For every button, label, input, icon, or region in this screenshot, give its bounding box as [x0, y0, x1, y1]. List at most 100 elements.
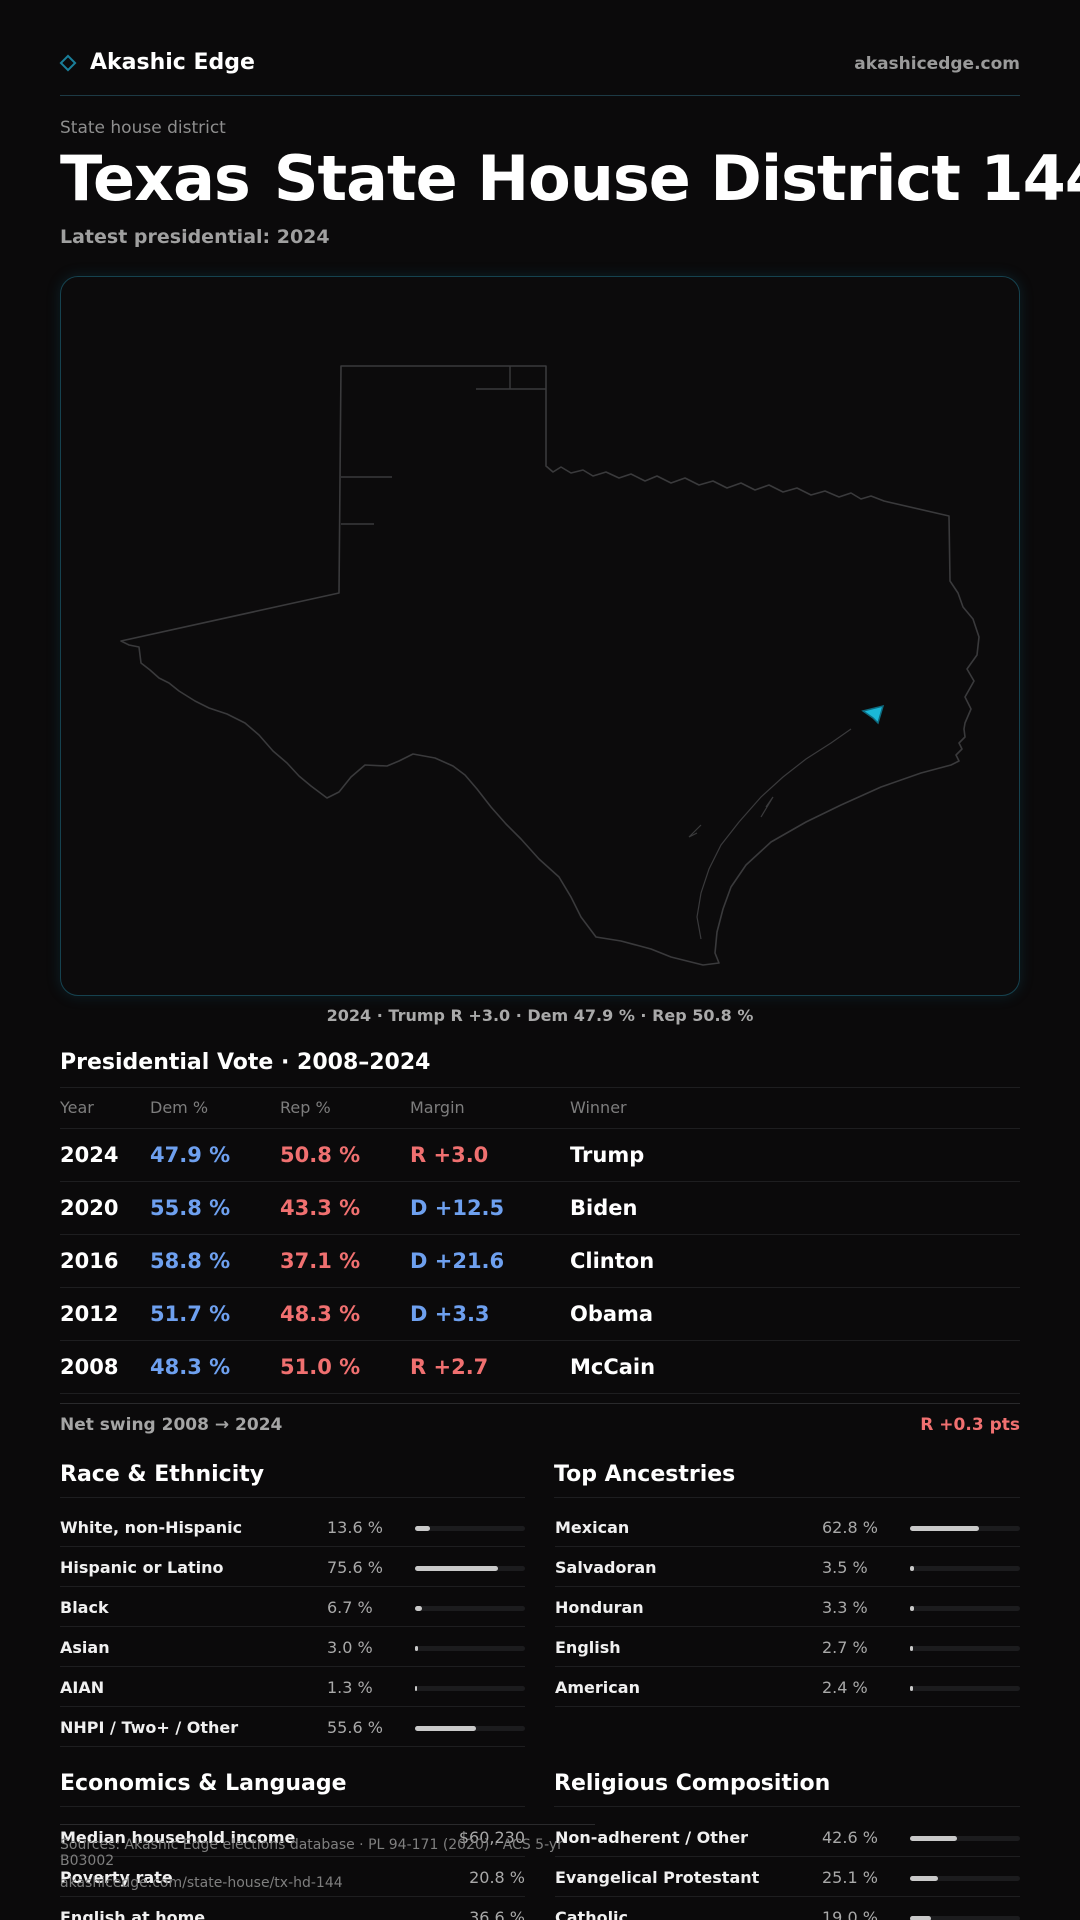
table-row: 2020 55.8 % 43.3 % D +12.5 Biden	[60, 1182, 1020, 1235]
ancestry-bar	[910, 1526, 1020, 1531]
row-year: 2024	[60, 1143, 119, 1167]
net-swing-label: Net swing 2008 → 2024	[60, 1415, 283, 1435]
row-rep: 51.0 %	[280, 1355, 361, 1379]
map-caption: 2024 · Trump R +3.0 · Dem 47.9 % · Rep 5…	[326, 1006, 754, 1025]
ancestry-pct: 3.3 %	[822, 1598, 868, 1617]
ancestry-label: Mexican	[555, 1518, 630, 1537]
net-swing: Net swing 2008 → 2024 R +0.3 pts	[60, 1415, 1020, 1435]
race-bar	[415, 1726, 525, 1731]
list-item: Mexican 62.8 %	[555, 1507, 1020, 1547]
net-swing-value: R +0.3 pts	[920, 1415, 1020, 1435]
list-item: English at home 36.6 %	[60, 1897, 525, 1920]
row-winner: Biden	[570, 1196, 638, 1220]
row-margin: R +2.7	[410, 1355, 489, 1379]
row-year: 2016	[60, 1249, 119, 1273]
race-label: White, non-Hispanic	[60, 1518, 243, 1537]
race-label: NHPI / Two+ / Other	[60, 1718, 239, 1737]
economics-heading: Economics & Language	[60, 1771, 347, 1796]
list-item: Black 6.7 %	[60, 1587, 525, 1627]
presidential-table-header: Year Dem % Rep % Margin Winner	[60, 1096, 1020, 1128]
presidential-vote-heading: Presidential Vote · 2008–2024	[60, 1050, 431, 1075]
list-item: Salvadoran 3.5 %	[555, 1547, 1020, 1587]
latest-presidential-label: Latest presidential: 2024	[60, 226, 330, 248]
page-title: Texas State House District 144	[60, 142, 1080, 215]
race-bar-fill	[415, 1726, 477, 1731]
brand[interactable]: Akashic Edge	[59, 50, 255, 75]
row-dem: 55.8 %	[150, 1196, 231, 1220]
ancestry-bar	[910, 1606, 1020, 1611]
race-pct: 1.3 %	[327, 1678, 373, 1697]
ancestry-bar-fill	[910, 1566, 914, 1571]
religion-pct: 25.1 %	[822, 1868, 878, 1887]
religion-bar-fill	[910, 1916, 931, 1920]
table-row: 2012 51.7 % 48.3 % D +3.3 Obama	[60, 1288, 1020, 1341]
row-margin: D +3.3	[410, 1302, 490, 1326]
list-item: Poverty rate 20.8 %	[60, 1857, 525, 1897]
row-rep: 37.1 %	[280, 1249, 361, 1273]
ancestry-heading: Top Ancestries	[554, 1462, 736, 1487]
religion-bar-fill	[910, 1836, 957, 1841]
row-dem: 58.8 %	[150, 1249, 231, 1273]
divider	[60, 1087, 1020, 1088]
district-line-2	[341, 476, 392, 525]
divider	[554, 1806, 1020, 1807]
list-item: Evangelical Protestant 25.1 %	[555, 1857, 1020, 1897]
list-item: Catholic 19.0 %	[555, 1897, 1020, 1920]
row-dem: 48.3 %	[150, 1355, 231, 1379]
religion-pct: 42.6 %	[822, 1828, 878, 1847]
race-bar-fill	[415, 1526, 430, 1531]
race-bar	[415, 1606, 525, 1611]
table-row: 2016 58.8 % 37.1 % D +21.6 Clinton	[60, 1235, 1020, 1288]
district-line-1	[476, 366, 546, 390]
row-margin: D +21.6	[410, 1249, 505, 1273]
row-rep: 43.3 %	[280, 1196, 361, 1220]
ancestry-label: English	[555, 1638, 621, 1657]
ancestry-bar	[910, 1646, 1020, 1651]
race-label: Hispanic or Latino	[60, 1558, 224, 1577]
district-144-highlight[interactable]	[861, 704, 885, 725]
ancestry-pct: 3.5 %	[822, 1558, 868, 1577]
race-bar-fill	[415, 1686, 417, 1691]
religion-bar	[910, 1836, 1020, 1841]
row-rep: 48.3 %	[280, 1302, 361, 1326]
title-district: State House District 144	[273, 142, 1080, 215]
divider	[60, 1806, 525, 1807]
list-item: Asian 3.0 %	[60, 1627, 525, 1667]
footer-url-link[interactable]: akashicedge.com/state-house/tx-hd-144	[60, 1875, 343, 1891]
col-year: Year	[60, 1098, 94, 1117]
race-bar	[415, 1566, 525, 1571]
race-bar	[415, 1526, 525, 1531]
district-map	[60, 276, 1020, 996]
divider	[60, 1497, 525, 1498]
row-margin: R +3.0	[410, 1143, 489, 1167]
economics-value: 20.8 %	[469, 1868, 525, 1887]
ancestry-bar-fill	[910, 1686, 913, 1691]
footer: Sources: Akashic Edge elections database…	[60, 1824, 595, 1891]
row-year: 2020	[60, 1196, 119, 1220]
ancestry-bar	[910, 1686, 1020, 1691]
texas-map-svg	[120, 365, 980, 966]
ancestry-label: Honduran	[555, 1598, 644, 1617]
race-label: Black	[60, 1598, 109, 1617]
ancestry-pct: 62.8 %	[822, 1518, 878, 1537]
divider	[554, 1497, 1020, 1498]
economics-label: Poverty rate	[60, 1868, 173, 1887]
site-domain-link[interactable]: akashicedge.com	[854, 54, 1020, 74]
col-dem: Dem %	[150, 1098, 209, 1117]
ancestry-label: Salvadoran	[555, 1558, 657, 1577]
religion-label: Non-adherent / Other	[555, 1828, 749, 1847]
row-dem: 47.9 %	[150, 1143, 231, 1167]
table-row: 2008 48.3 % 51.0 % R +2.7 McCain	[60, 1341, 1020, 1394]
race-pct: 6.7 %	[327, 1598, 373, 1617]
economics-value: 36.6 %	[469, 1908, 525, 1920]
race-heading: Race & Ethnicity	[60, 1462, 265, 1487]
list-item: Non-adherent / Other 42.6 %	[555, 1817, 1020, 1857]
row-winner: Trump	[570, 1143, 645, 1167]
list-item: Median household income $60,230	[60, 1817, 525, 1857]
row-rep: 50.8 %	[280, 1143, 361, 1167]
ancestry-bar-fill	[910, 1526, 980, 1531]
diamond-logo-icon	[59, 54, 77, 71]
row-winner: Clinton	[570, 1249, 655, 1273]
row-year: 2012	[60, 1302, 119, 1326]
list-item: Honduran 3.3 %	[555, 1587, 1020, 1627]
